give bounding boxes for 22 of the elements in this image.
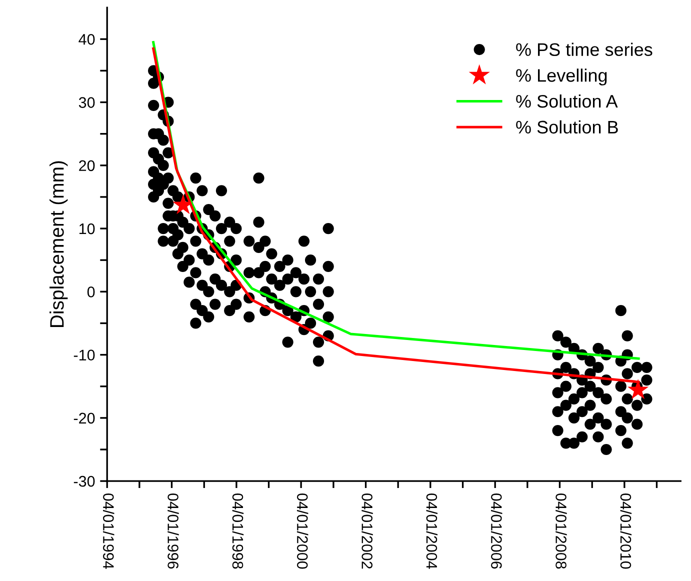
- legend-label: % Solution A: [516, 94, 618, 108]
- y-tick-label: 30: [78, 97, 95, 108]
- y-tick-label: 0: [87, 286, 95, 298]
- x-tick-label: 04/01/1998: [232, 493, 244, 569]
- x-tick-label: 04/01/2002: [362, 493, 373, 569]
- legend-label: % Solution B: [516, 120, 618, 134]
- y-tick-label: 20: [79, 160, 95, 172]
- x-tick-label: 04/01/2010: [620, 493, 632, 569]
- x-tick-label: 04/01/2008: [556, 493, 567, 569]
- x-tick-label: 04/01/2000: [296, 493, 308, 569]
- x-tick-label: 04/01/2004: [426, 493, 438, 569]
- x-tick-label: 04/01/2006: [490, 493, 502, 569]
- y-tick-label: -10: [74, 350, 95, 360]
- x-tick-label: 04/01/1996: [168, 493, 179, 569]
- y-axis-title: Displacement (mm): [50, 161, 68, 327]
- legend-label: % PS time series: [516, 42, 652, 56]
- y-tick-label: 10: [79, 223, 95, 234]
- legend-label: % Levelling: [516, 68, 607, 86]
- x-tick-label: 04/01/1994: [103, 493, 114, 569]
- y-tick-label: -20: [74, 412, 95, 424]
- y-tick-label: 40: [78, 34, 95, 45]
- y-tick-label: -30: [74, 476, 95, 487]
